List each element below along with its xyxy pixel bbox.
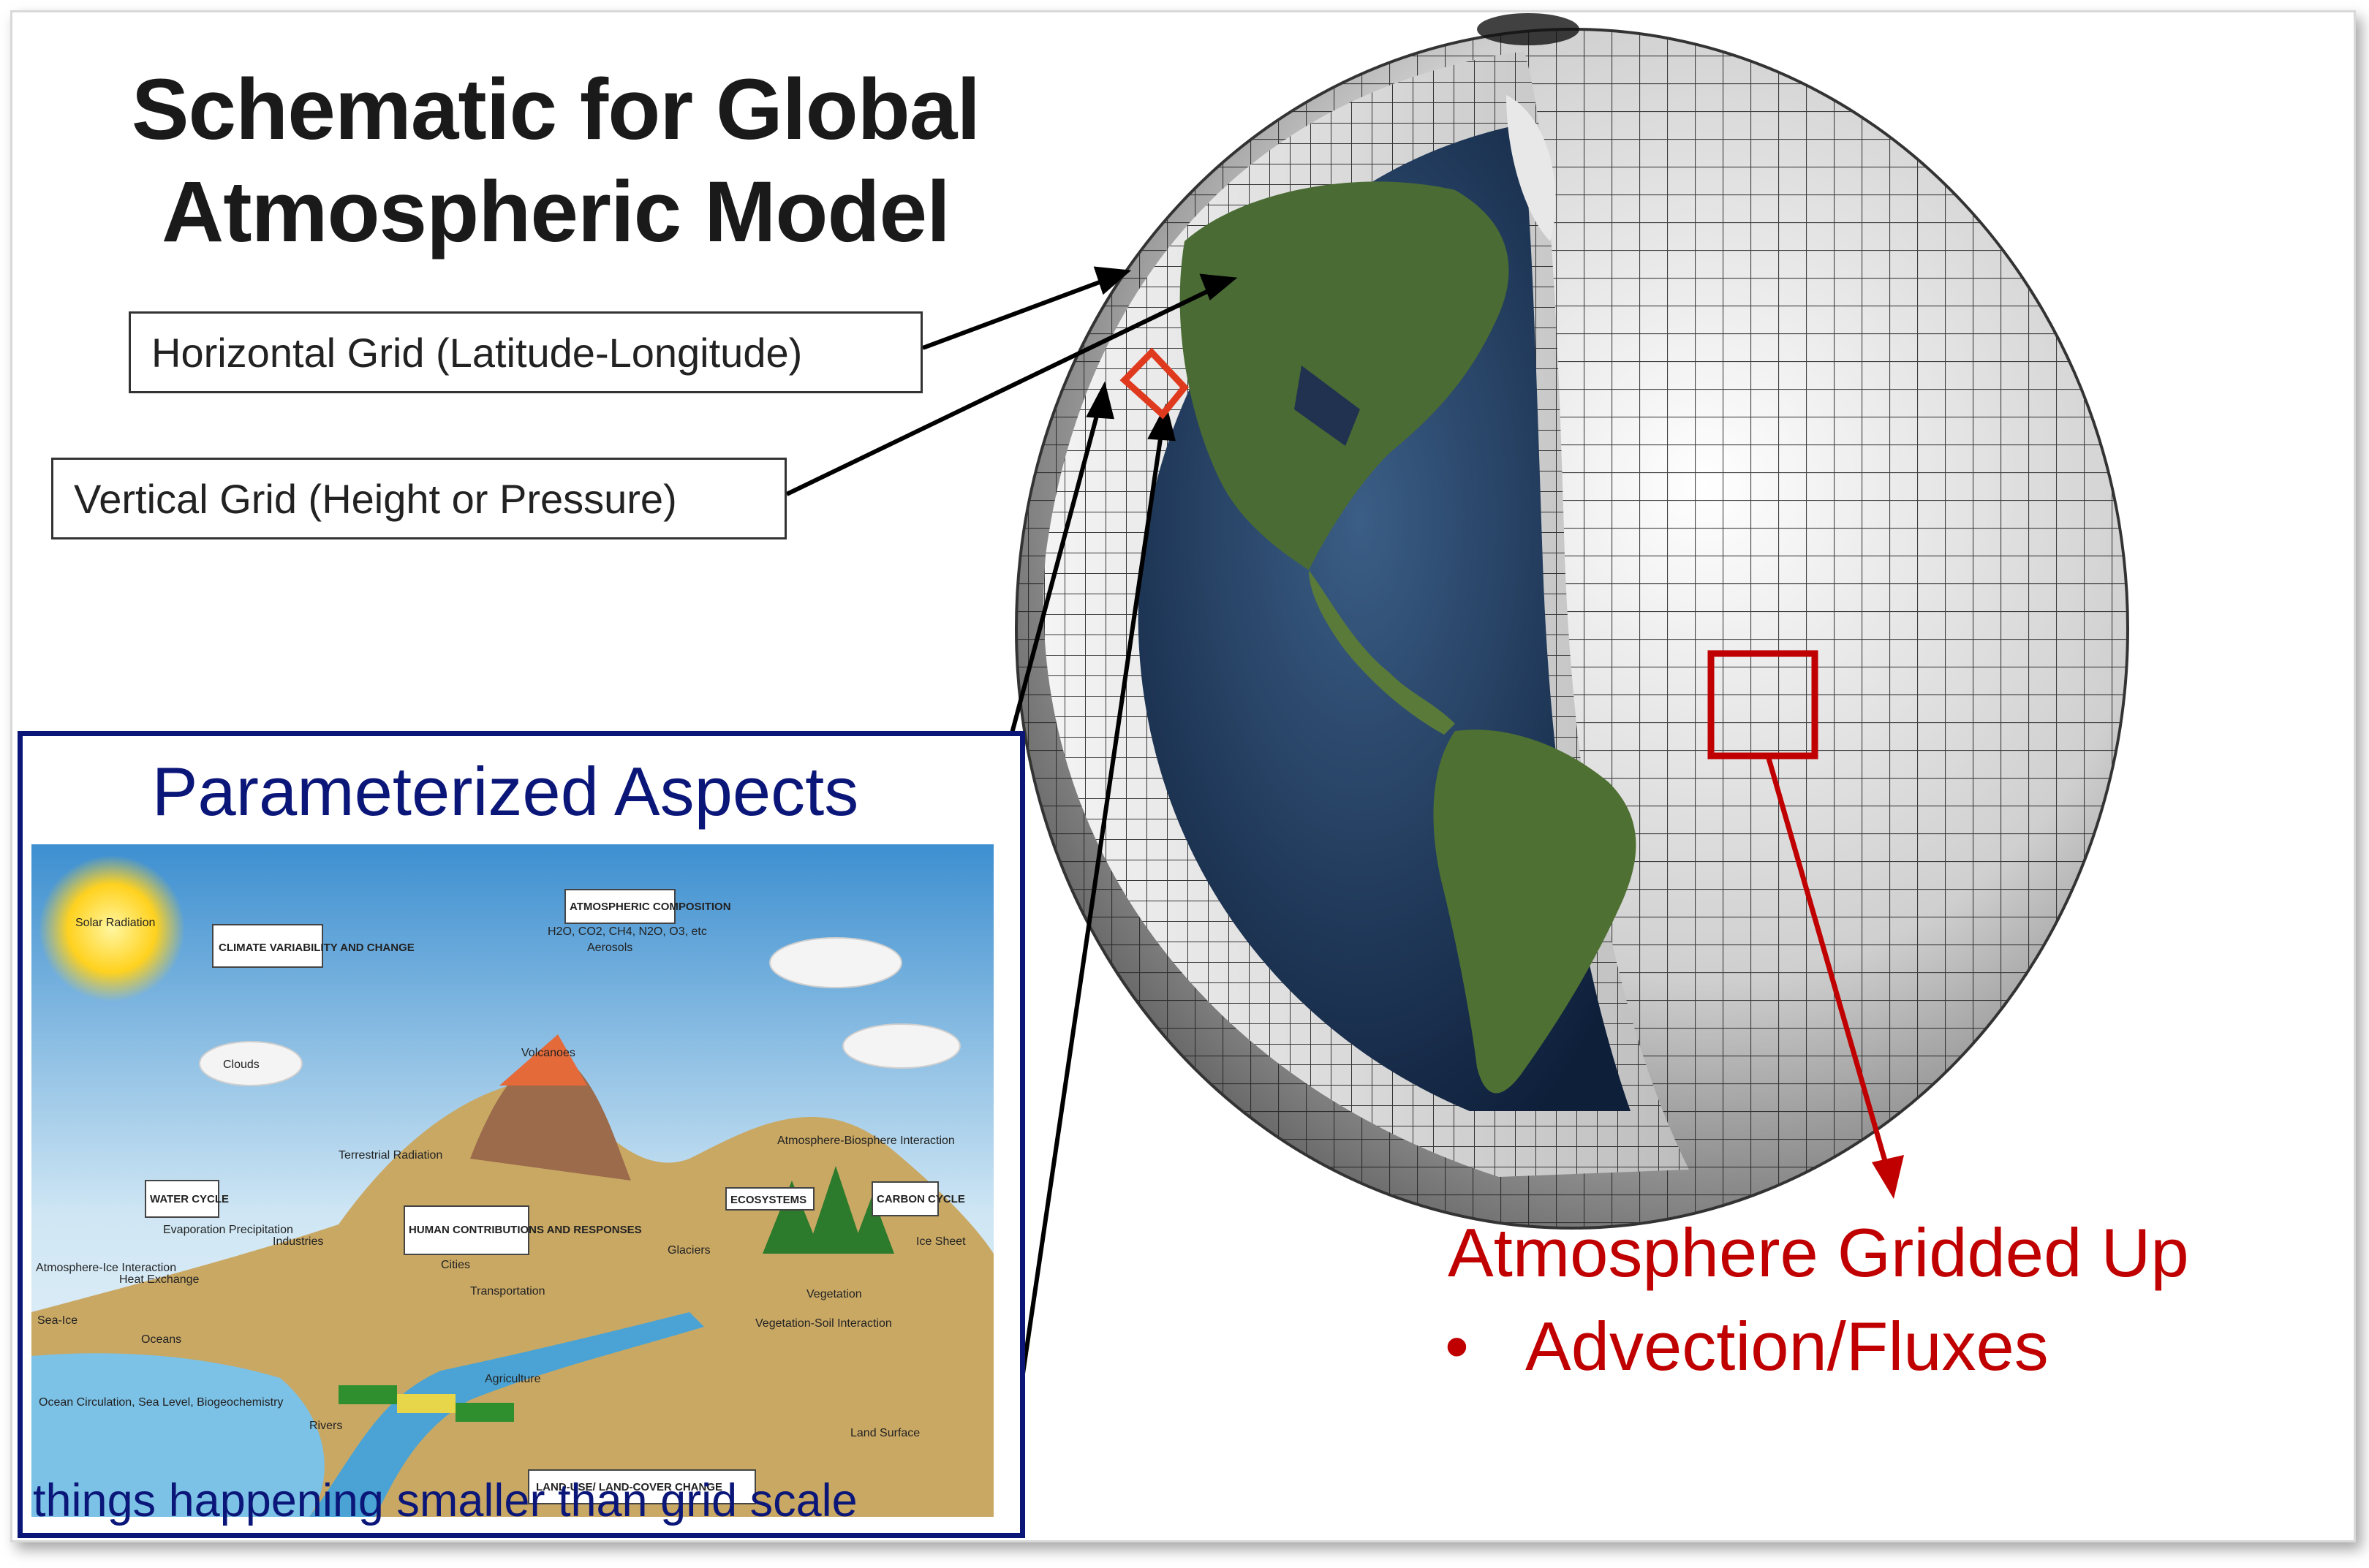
cities-label: Cities (441, 1259, 470, 1271)
page-title: Schematic for Global Atmospheric Model (44, 58, 1068, 263)
aerosols-label: Aerosols (587, 942, 632, 954)
composition-box: ATMOSPHERIC COMPOSITION (570, 901, 731, 913)
glaciers-label: Glaciers (668, 1244, 711, 1257)
trees (763, 1166, 894, 1254)
grid-cell-highlights (1119, 347, 1904, 1199)
large-grid-cell-highlight (1707, 650, 1818, 760)
atm-bio-label: Atmosphere-Biosphere Interaction (777, 1135, 955, 1147)
clouds-label: Clouds (223, 1058, 260, 1071)
title-line-2: Atmospheric Model (162, 164, 951, 260)
parameterized-title: Parameterized Aspects (151, 753, 859, 830)
sea-ice-label: Sea-Ice (37, 1314, 78, 1327)
industries-label: Industries (273, 1235, 323, 1248)
vegetation-label: Vegetation (806, 1288, 862, 1300)
cloud-icon (199, 937, 961, 1086)
gridded-title: Atmosphere Gridded Up (1448, 1214, 2189, 1291)
sun-icon (39, 855, 185, 1001)
veg-soil-label: Vegetation-Soil Interaction (755, 1317, 892, 1330)
water-cycle-box: WATER CYCLE (150, 1193, 229, 1205)
carbon-cycle-box: CARBON CYCLE (877, 1193, 965, 1205)
heat-label: Heat Exchange (119, 1273, 200, 1286)
volcanoes-label: Volcanoes (521, 1047, 575, 1059)
south-america (1433, 730, 1636, 1094)
transportation-label: Transportation (470, 1285, 545, 1298)
bullet-symbol: • (1445, 1308, 1469, 1385)
rivers-label: Rivers (309, 1420, 342, 1432)
climate-system-diagram: Solar Radiation Clouds Volcanoes H2O, CO… (31, 844, 994, 1517)
agriculture-label: Agriculture (485, 1373, 541, 1385)
land-use-box: LAND-USE/ LAND-COVER CHANGE (536, 1481, 722, 1493)
evaporation-label: Evaporation Precipitation (163, 1224, 293, 1236)
ocean (31, 1353, 325, 1517)
atm-ice-label: Atmosphere-Ice Interaction (36, 1262, 176, 1274)
climate-box: CLIMATE VARIABILITY AND CHANGE (219, 942, 415, 954)
central-america (1309, 570, 1455, 735)
parameterized-panel: Parameterized Aspects (18, 731, 1025, 1538)
parameterized-caption: things happening smaller than grid scale (33, 1475, 858, 1526)
human-box: HUMAN CONTRIBUTIONS AND RESPONSES (409, 1224, 642, 1236)
land-surface-label: Land Surface (850, 1427, 920, 1439)
gases-label: H2O, CO2, CH4, N2O, O3, etc (548, 925, 707, 938)
title-line-1: Schematic for Global (131, 61, 981, 158)
gridded-bullet-text: Advection/Fluxes (1525, 1308, 2049, 1385)
oceans-label: Oceans (141, 1333, 181, 1346)
solar-label: Solar Radiation (75, 917, 155, 929)
ice-sheet-label: Ice Sheet (916, 1235, 966, 1248)
small-grid-cell-highlight (1119, 347, 1189, 420)
horizontal-grid-label: Horizontal Grid (Latitude-Longitude) (129, 311, 923, 393)
north-america (1179, 181, 1509, 571)
red-arrowhead (1872, 1155, 1904, 1199)
terrestrial-label: Terrestrial Radiation (339, 1149, 442, 1162)
vertical-grid-label: Vertical Grid (Height or Pressure) (51, 458, 787, 539)
ecosystems-box: ECOSYSTEMS (730, 1194, 806, 1206)
ocean-circ-label: Ocean Circulation, Sea Level, Biogeochem… (39, 1396, 283, 1409)
gridded-bullet: • Advection/Fluxes (1445, 1307, 2049, 1386)
